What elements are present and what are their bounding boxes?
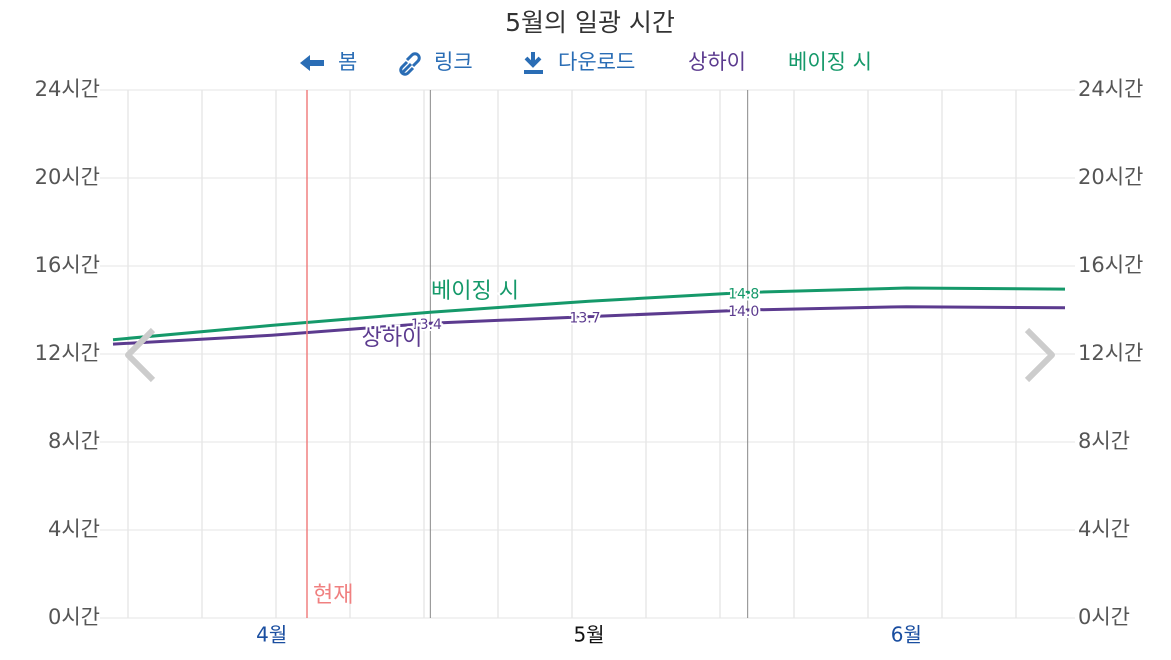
y-tick-label: 4시간 bbox=[48, 517, 100, 541]
chart-title: 5월의 일광 시간 bbox=[505, 8, 675, 37]
x-tick-label: 4월 bbox=[256, 623, 287, 647]
now-label: 현재 bbox=[313, 583, 353, 608]
line bbox=[112, 286, 1066, 342]
data-label: 14.0 bbox=[728, 304, 759, 320]
link-icon bbox=[399, 52, 421, 76]
y-tick-label: 0시간 bbox=[48, 605, 100, 629]
data-label: 13.4 bbox=[411, 317, 442, 333]
legend: 상하이 베이징 시 bbox=[688, 50, 872, 74]
y-tick-label: 24시간 bbox=[35, 77, 100, 101]
link-button[interactable]: 링크 bbox=[399, 50, 473, 76]
back-button[interactable]: 봄 bbox=[300, 50, 357, 74]
series-label: 상하이 bbox=[362, 326, 423, 351]
y2-tick-label: 4시간 bbox=[1078, 517, 1130, 541]
y2-tick-label: 0시간 bbox=[1078, 605, 1130, 629]
data-label: 14.8 bbox=[728, 286, 759, 302]
y-tick-label: 20시간 bbox=[35, 165, 100, 189]
y2-tick-label: 20시간 bbox=[1078, 165, 1143, 189]
download-label: 다운로드 bbox=[558, 50, 635, 74]
download-button[interactable]: 다운로드 bbox=[524, 50, 635, 74]
download-icon bbox=[524, 52, 543, 74]
y2-tick-label: 16시간 bbox=[1078, 253, 1143, 277]
prev-arrow[interactable] bbox=[125, 327, 156, 383]
y-tick-label: 8시간 bbox=[48, 429, 100, 453]
legend-entry[interactable]: 베이징 시 bbox=[788, 50, 872, 74]
series-label: 베이징 시 bbox=[431, 279, 519, 304]
back-icon bbox=[300, 55, 324, 71]
y-tick-label: 16시간 bbox=[35, 253, 100, 277]
plot: 0시간 4시간 8시간 12시간 16시간 20시간 24시간 0시간 4시간 8시간 12시간 16… bbox=[35, 77, 1144, 647]
y2-tick-label: 12시간 bbox=[1078, 341, 1143, 365]
y2-tick-label: 24시간 bbox=[1078, 77, 1143, 101]
data-label: 13.7 bbox=[569, 311, 600, 327]
x-tick-label: 5월 bbox=[573, 623, 604, 647]
y2-tick-label: 8시간 bbox=[1078, 429, 1130, 453]
line bbox=[112, 305, 1066, 346]
y-tick-label: 12시간 bbox=[35, 341, 100, 365]
x-tick-label: 6월 bbox=[891, 623, 922, 647]
next-arrow[interactable] bbox=[1024, 327, 1055, 383]
legend-entry[interactable]: 상하이 bbox=[688, 50, 746, 74]
back-label: 봄 bbox=[338, 50, 357, 74]
link-label: 링크 bbox=[434, 50, 473, 74]
